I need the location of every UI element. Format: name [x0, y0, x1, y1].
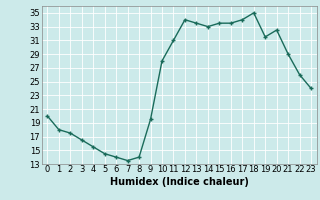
X-axis label: Humidex (Indice chaleur): Humidex (Indice chaleur) — [110, 177, 249, 187]
